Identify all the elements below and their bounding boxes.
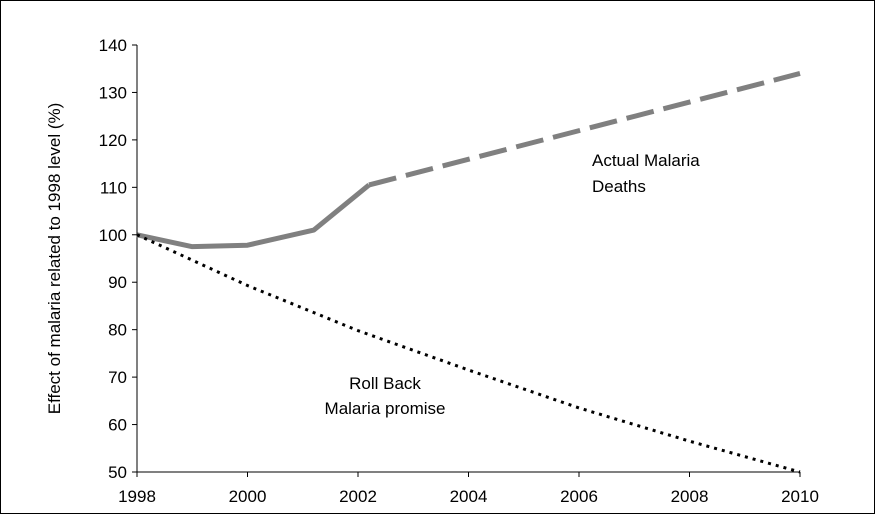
y-tick-label: 100 bbox=[99, 226, 127, 245]
y-axis-title: Effect of malaria related to 1998 level … bbox=[45, 103, 64, 415]
annotation-promise-line-1: Roll Back bbox=[349, 374, 421, 393]
y-tick-label: 120 bbox=[99, 131, 127, 150]
x-axis-ticks: 1998 2000 2002 2004 2006 2008 2010 bbox=[118, 472, 819, 506]
y-tick-label: 90 bbox=[108, 273, 127, 292]
y-tick-label: 60 bbox=[108, 416, 127, 435]
x-tick-label: 2004 bbox=[450, 487, 488, 506]
x-tick-label: 2010 bbox=[781, 487, 819, 506]
annotation-actual-line-1: Actual Malaria bbox=[592, 151, 700, 170]
series-roll-back-promise bbox=[136, 233, 801, 474]
y-axis-ticks: 50 60 70 80 90 100 110 120 130 140 bbox=[99, 36, 137, 482]
x-tick-label: 1998 bbox=[118, 487, 156, 506]
y-tick-label: 70 bbox=[108, 368, 127, 387]
y-tick-label: 50 bbox=[108, 463, 127, 482]
x-tick-label: 2002 bbox=[339, 487, 377, 506]
x-tick-label: 2008 bbox=[671, 487, 709, 506]
x-tick-label: 2000 bbox=[229, 487, 267, 506]
series-actual-deaths-dashed bbox=[368, 71, 801, 188]
y-tick-label: 140 bbox=[99, 36, 127, 55]
series-layer bbox=[136, 71, 801, 474]
y-tick-label: 110 bbox=[100, 178, 127, 197]
plot-area bbox=[136, 45, 800, 473]
x-tick-label: 2006 bbox=[560, 487, 598, 506]
series-actual-deaths-solid bbox=[136, 183, 371, 250]
annotation-actual-line-2: Deaths bbox=[592, 177, 646, 196]
y-tick-label: 80 bbox=[108, 321, 127, 340]
y-tick-label: 130 bbox=[99, 83, 127, 102]
annotation-promise-line-2: Malaria promise bbox=[325, 399, 446, 418]
